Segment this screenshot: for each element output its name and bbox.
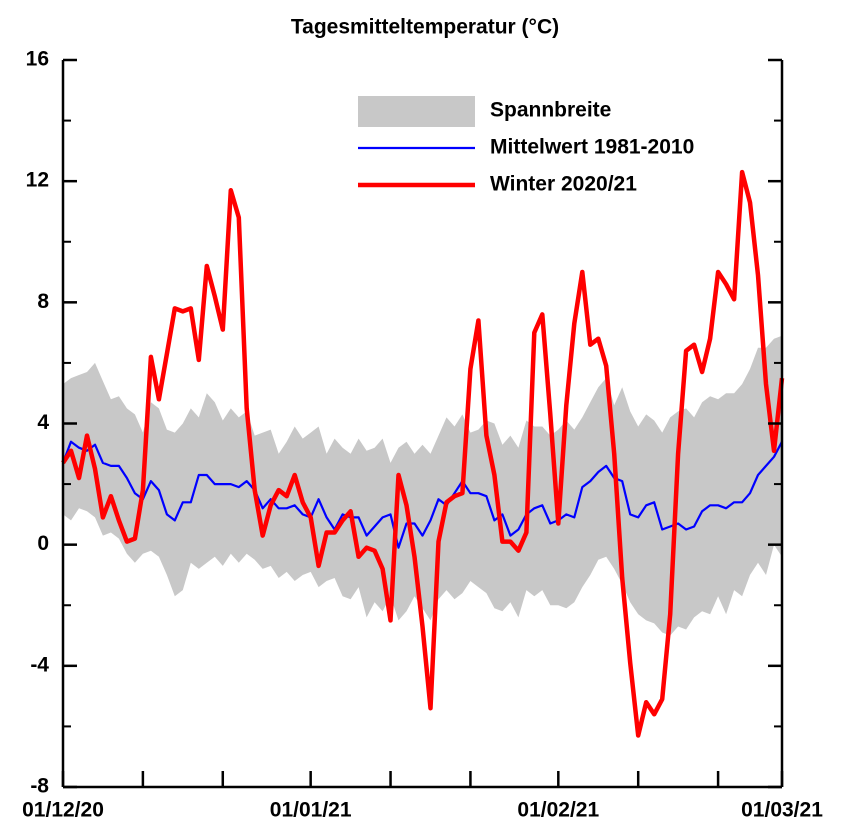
x-tick-label: 01/03/21	[741, 799, 823, 822]
y-tick-label: -4	[30, 653, 49, 676]
legend-label: Spannbreite	[490, 99, 611, 122]
legend-label: Winter 2020/21	[490, 173, 637, 196]
x-tick-label: 01/01/21	[270, 799, 352, 822]
chart-title: Tagesmitteltemperatur (°C)	[291, 16, 559, 39]
legend-swatch	[358, 96, 475, 127]
y-tick-label: 4	[37, 411, 49, 434]
plot-area	[61, 169, 785, 738]
y-tick-label: 8	[37, 290, 49, 313]
y-tick-label: 12	[26, 169, 49, 192]
y-tick-label: 16	[26, 48, 49, 71]
y-tick-label: -8	[30, 775, 49, 798]
range-band	[63, 335, 782, 636]
y-tick-label: 0	[37, 532, 49, 555]
x-tick-label: 01/02/21	[517, 799, 599, 822]
line-series	[61, 440, 783, 549]
legend-label: Mittelwert 1981-2010	[490, 136, 694, 159]
line-series	[61, 169, 785, 738]
x-tick-label: 01/12/20	[22, 799, 104, 822]
